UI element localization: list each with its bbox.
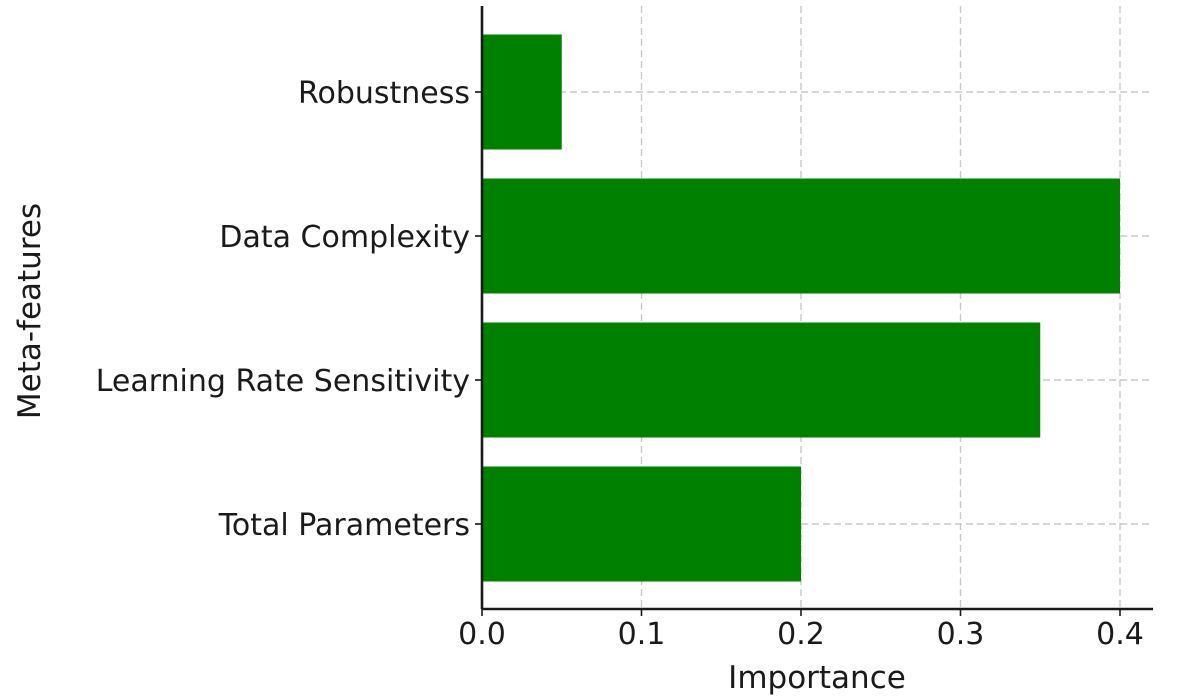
y-tick-label: Total Parameters bbox=[218, 508, 470, 543]
bar bbox=[482, 322, 1041, 438]
x-tick-label: 0.4 bbox=[1096, 617, 1144, 652]
x-tick-label: 0.2 bbox=[777, 617, 825, 652]
y-tick-label: Learning Rate Sensitivity bbox=[96, 364, 470, 399]
ticks: 0.0 0.1 0.2 0.3 0.4 Total Parameters Learning … bbox=[96, 76, 1144, 652]
y-axis-label: Meta-features bbox=[12, 203, 48, 419]
bar bbox=[482, 178, 1120, 294]
bars bbox=[482, 34, 1120, 582]
bar bbox=[482, 34, 562, 150]
bar bbox=[482, 466, 801, 582]
y-tick-label: Robustness bbox=[298, 76, 470, 111]
y-tick-label: Data Complexity bbox=[219, 220, 470, 255]
x-tick-label: 0.1 bbox=[618, 617, 666, 652]
x-tick-label: 0.0 bbox=[458, 617, 506, 652]
x-tick-label: 0.3 bbox=[937, 617, 985, 652]
x-axis-label: Importance bbox=[728, 660, 906, 696]
